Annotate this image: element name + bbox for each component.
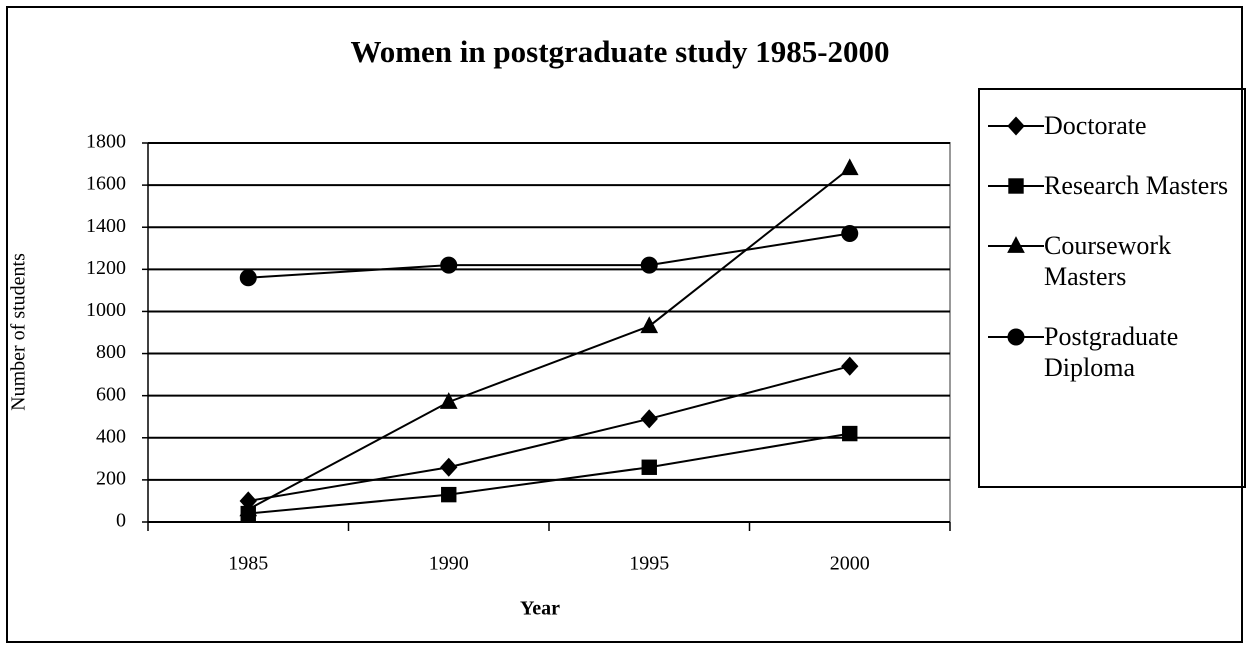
legend-label: Postgraduate Diploma: [1044, 322, 1179, 382]
x-tick-label: 1990: [429, 553, 469, 575]
y-axis-label: Number of students: [8, 253, 30, 411]
data-point: [640, 409, 658, 429]
legend-marker: [1008, 178, 1024, 194]
data-point: [842, 425, 858, 442]
data-point: [239, 499, 258, 517]
legend-swatch: [988, 328, 1044, 346]
plot-border: [148, 142, 951, 522]
legend-entry: Postgraduate Diploma: [988, 321, 1244, 383]
y-tick-label: 1600: [86, 173, 126, 195]
chart-frame: [6, 6, 1243, 643]
data-point: [641, 459, 657, 475]
legend-entry: Doctorate: [988, 110, 1244, 141]
legend-label: Research Masters: [1044, 171, 1229, 200]
y-tick-label: 1400: [86, 215, 126, 237]
legend-swatch: [988, 236, 1044, 253]
y-tick-label: 600: [96, 383, 126, 405]
y-tick-label: 1000: [86, 299, 126, 321]
legend-swatch: [988, 178, 1044, 194]
data-point: [440, 457, 458, 477]
series-line: [248, 432, 850, 515]
x-tick-label: 1995: [629, 553, 669, 575]
data-point: [439, 392, 458, 409]
data-point: [640, 256, 658, 274]
y-tick-label: 200: [96, 467, 126, 489]
y-tick-label: 400: [96, 425, 126, 447]
legend: Doctorate Research Masters Coursework Mast…: [978, 88, 1246, 488]
data-point: [441, 486, 457, 503]
series-line: [248, 232, 850, 279]
y-tick-label: 1200: [86, 257, 126, 279]
legend-label: Doctorate: [1044, 111, 1147, 140]
x-tick-label: 2000: [830, 553, 870, 575]
chart-title: Women in postgraduate study 1985-2000: [350, 34, 889, 69]
x-tick-label: 1985: [228, 553, 268, 575]
y-tick-label: 800: [96, 341, 126, 363]
legend-marker: [1007, 328, 1025, 346]
legend-entry: Research Masters: [988, 170, 1244, 201]
legend-entry: Coursework Masters: [988, 230, 1244, 292]
x-axis-label: Year: [520, 598, 560, 620]
data-point: [239, 269, 257, 287]
data-point: [440, 256, 458, 274]
legend-swatch: [988, 116, 1044, 136]
data-point: [841, 225, 859, 243]
y-tick-label: 0: [116, 510, 126, 532]
data-point: [840, 158, 859, 176]
data-point: [640, 316, 659, 334]
data-point: [841, 356, 859, 376]
legend-label: Coursework Masters: [1044, 231, 1172, 291]
legend-marker: [1007, 236, 1025, 253]
series-line: [248, 365, 851, 502]
y-tick-label: 1800: [86, 131, 126, 153]
legend-marker: [1007, 116, 1025, 136]
series-line: [247, 167, 851, 511]
